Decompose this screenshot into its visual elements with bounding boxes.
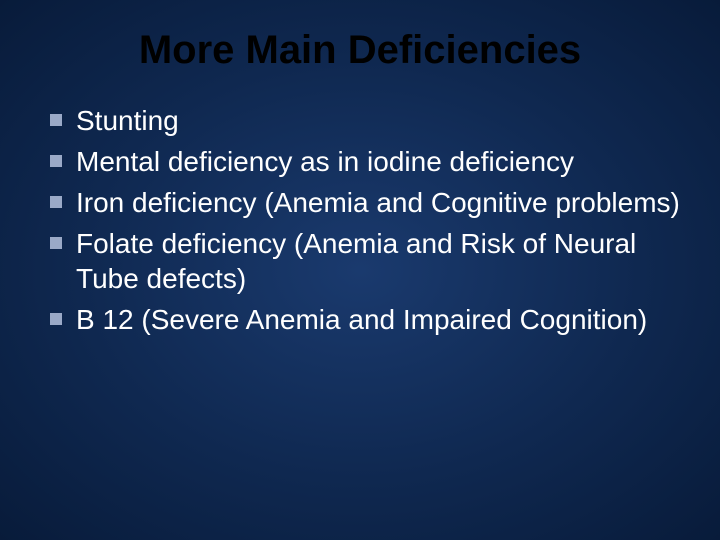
square-bullet-icon: [50, 196, 62, 208]
slide: More Main Deficiencies Stunting Mental d…: [0, 0, 720, 540]
list-item: Iron deficiency (Anemia and Cognitive pr…: [50, 185, 680, 220]
bullet-text: Folate deficiency (Anemia and Risk of Ne…: [76, 226, 680, 296]
list-item: Mental deficiency as in iodine deficienc…: [50, 144, 680, 179]
bullet-text: Iron deficiency (Anemia and Cognitive pr…: [76, 185, 680, 220]
slide-title: More Main Deficiencies: [0, 0, 720, 103]
bullet-text: Stunting: [76, 103, 179, 138]
square-bullet-icon: [50, 313, 62, 325]
bullet-text: B 12 (Severe Anemia and Impaired Cogniti…: [76, 302, 647, 337]
bullet-text: Mental deficiency as in iodine deficienc…: [76, 144, 574, 179]
square-bullet-icon: [50, 114, 62, 126]
square-bullet-icon: [50, 237, 62, 249]
list-item: Stunting: [50, 103, 680, 138]
square-bullet-icon: [50, 155, 62, 167]
list-item: Folate deficiency (Anemia and Risk of Ne…: [50, 226, 680, 296]
slide-body: Stunting Mental deficiency as in iodine …: [0, 103, 720, 337]
list-item: B 12 (Severe Anemia and Impaired Cogniti…: [50, 302, 680, 337]
